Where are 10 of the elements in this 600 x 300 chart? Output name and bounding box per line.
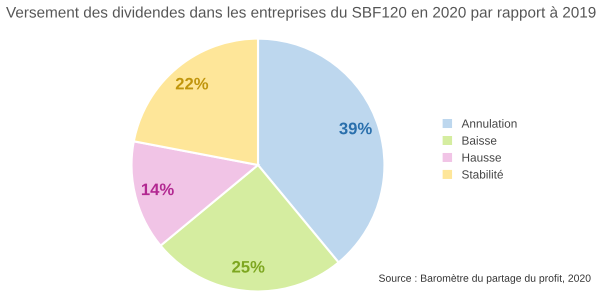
chart-title: Versement des dividendes dans les entreprises du SBF120 en 2020 par rapport à 2019: [6, 6, 596, 21]
legend-label: Annulation: [462, 119, 517, 128]
data-label: 14%: [142, 184, 174, 196]
data-label: 22%: [176, 78, 208, 90]
legend-label: Stabilité: [462, 170, 503, 179]
data-label: 25%: [232, 260, 264, 273]
legend-label: Hausse: [462, 153, 502, 162]
legend-label: Baisse: [462, 136, 496, 145]
data-label: 39%: [339, 122, 372, 134]
source-note: Source : Baromètre du partage du profit, 2020: [378, 274, 591, 284]
